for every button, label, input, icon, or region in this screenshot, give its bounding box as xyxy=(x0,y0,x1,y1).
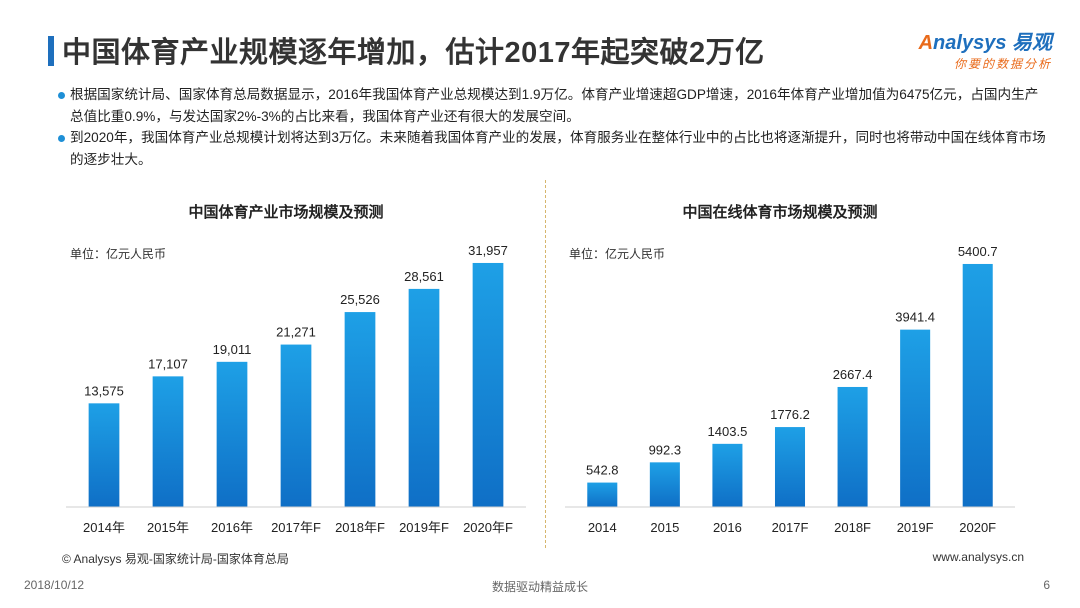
data-label: 1776.2 xyxy=(770,407,810,422)
logo-slogan: 你要的数据分析 xyxy=(953,57,1052,71)
x-tick-label: 2018年F xyxy=(335,520,385,535)
x-tick-label: 2016年 xyxy=(211,520,253,535)
logo-brand: nalysys 易观 xyxy=(933,32,1052,54)
data-label: 25,526 xyxy=(340,292,380,307)
bar xyxy=(408,288,440,507)
data-label: 3941.4 xyxy=(895,310,935,325)
x-tick-label: 2015 xyxy=(650,520,679,535)
footer-slogan: 数据驱动精益成长 xyxy=(491,580,588,594)
online-sports-chart: 中国在线体育市场规模及预测单位：亿元人民币 542.8 2014 992.3 2015 1… xyxy=(555,195,1025,545)
chart-unit-label: 单位：亿元人民币 xyxy=(569,246,665,261)
x-tick-label: 2014年 xyxy=(83,520,125,535)
title-accent-bar xyxy=(48,36,54,66)
analysys-logo: Analysys 易观 你要的数据分析 xyxy=(919,26,1052,72)
summary-bullets: 根据国家统计局、国家体育总局数据显示，2016年我国体育产业总规模达到1.9万亿… xyxy=(58,84,1048,170)
bullet-text: 根据国家统计局、国家体育总局数据显示，2016年我国体育产业总规模达到1.9万亿… xyxy=(70,87,1039,124)
bullet-item: 根据国家统计局、国家体育总局数据显示，2016年我国体育产业总规模达到1.9万亿… xyxy=(58,84,1048,127)
data-label: 13,575 xyxy=(84,383,124,398)
bar xyxy=(587,482,618,507)
x-tick-label: 2020F xyxy=(959,520,996,535)
page-number: 6 xyxy=(1043,578,1050,592)
data-label: 1403.5 xyxy=(708,424,748,439)
bar xyxy=(280,344,312,507)
data-label: 19,011 xyxy=(213,342,252,357)
x-tick-label: 2017年F xyxy=(271,520,321,535)
x-tick-label: 2018F xyxy=(834,520,871,535)
bar xyxy=(472,262,504,507)
data-label: 17,107 xyxy=(148,356,188,371)
chart-title: 中国体育产业市场规模及预测 xyxy=(188,203,383,221)
bullet-item: 到2020年，我国体育产业总规模计划将达到3万亿。未来随着我国体育产业的发展，体… xyxy=(58,127,1048,170)
bar xyxy=(649,462,680,507)
chart-title: 中国在线体育市场规模及预测 xyxy=(682,203,877,221)
x-tick-label: 2017F xyxy=(772,520,809,535)
bar xyxy=(962,263,993,507)
data-label: 992.3 xyxy=(649,442,682,457)
bar xyxy=(216,361,248,507)
chart-divider xyxy=(545,180,546,548)
x-tick-label: 2016 xyxy=(713,520,742,535)
bar xyxy=(712,443,743,507)
footer-date: 2018/10/12 xyxy=(24,578,85,592)
logo-letter: A xyxy=(918,32,934,54)
bar xyxy=(774,427,806,507)
bar xyxy=(88,403,120,507)
data-label: 21,271 xyxy=(276,325,316,340)
bullet-dot-icon xyxy=(58,92,65,99)
source-note: © Analysys 易观-国家统计局-国家体育总局 xyxy=(62,552,289,566)
data-label: 31,957 xyxy=(468,243,508,258)
data-label: 28,561 xyxy=(404,269,444,284)
website-link[interactable]: www.analysys.cn xyxy=(932,550,1024,564)
x-tick-label: 2020年F xyxy=(463,520,513,535)
x-tick-label: 2015年 xyxy=(147,520,189,535)
x-tick-label: 2014 xyxy=(588,520,617,535)
data-label: 2667.4 xyxy=(833,367,873,382)
bullet-dot-icon xyxy=(58,135,65,142)
bar xyxy=(837,386,868,507)
data-label: 542.8 xyxy=(586,463,619,478)
page-title: 中国体育产业规模逐年增加，估计2017年起突破2万亿 xyxy=(62,37,765,69)
sports-industry-chart: 中国体育产业市场规模及预测单位：亿元人民币 13,575 2014年 17,107 20… xyxy=(56,195,536,545)
bar xyxy=(344,312,376,507)
bar xyxy=(900,329,931,507)
x-tick-label: 2019F xyxy=(897,520,934,535)
chart-unit-label: 单位：亿元人民币 xyxy=(70,246,166,261)
x-tick-label: 2019年F xyxy=(399,520,449,535)
bullet-text: 到2020年，我国体育产业总规模计划将达到3万亿。未来随着我国体育产业的发展，体… xyxy=(70,130,1046,167)
data-label: 5400.7 xyxy=(958,244,998,259)
bar xyxy=(152,376,184,507)
